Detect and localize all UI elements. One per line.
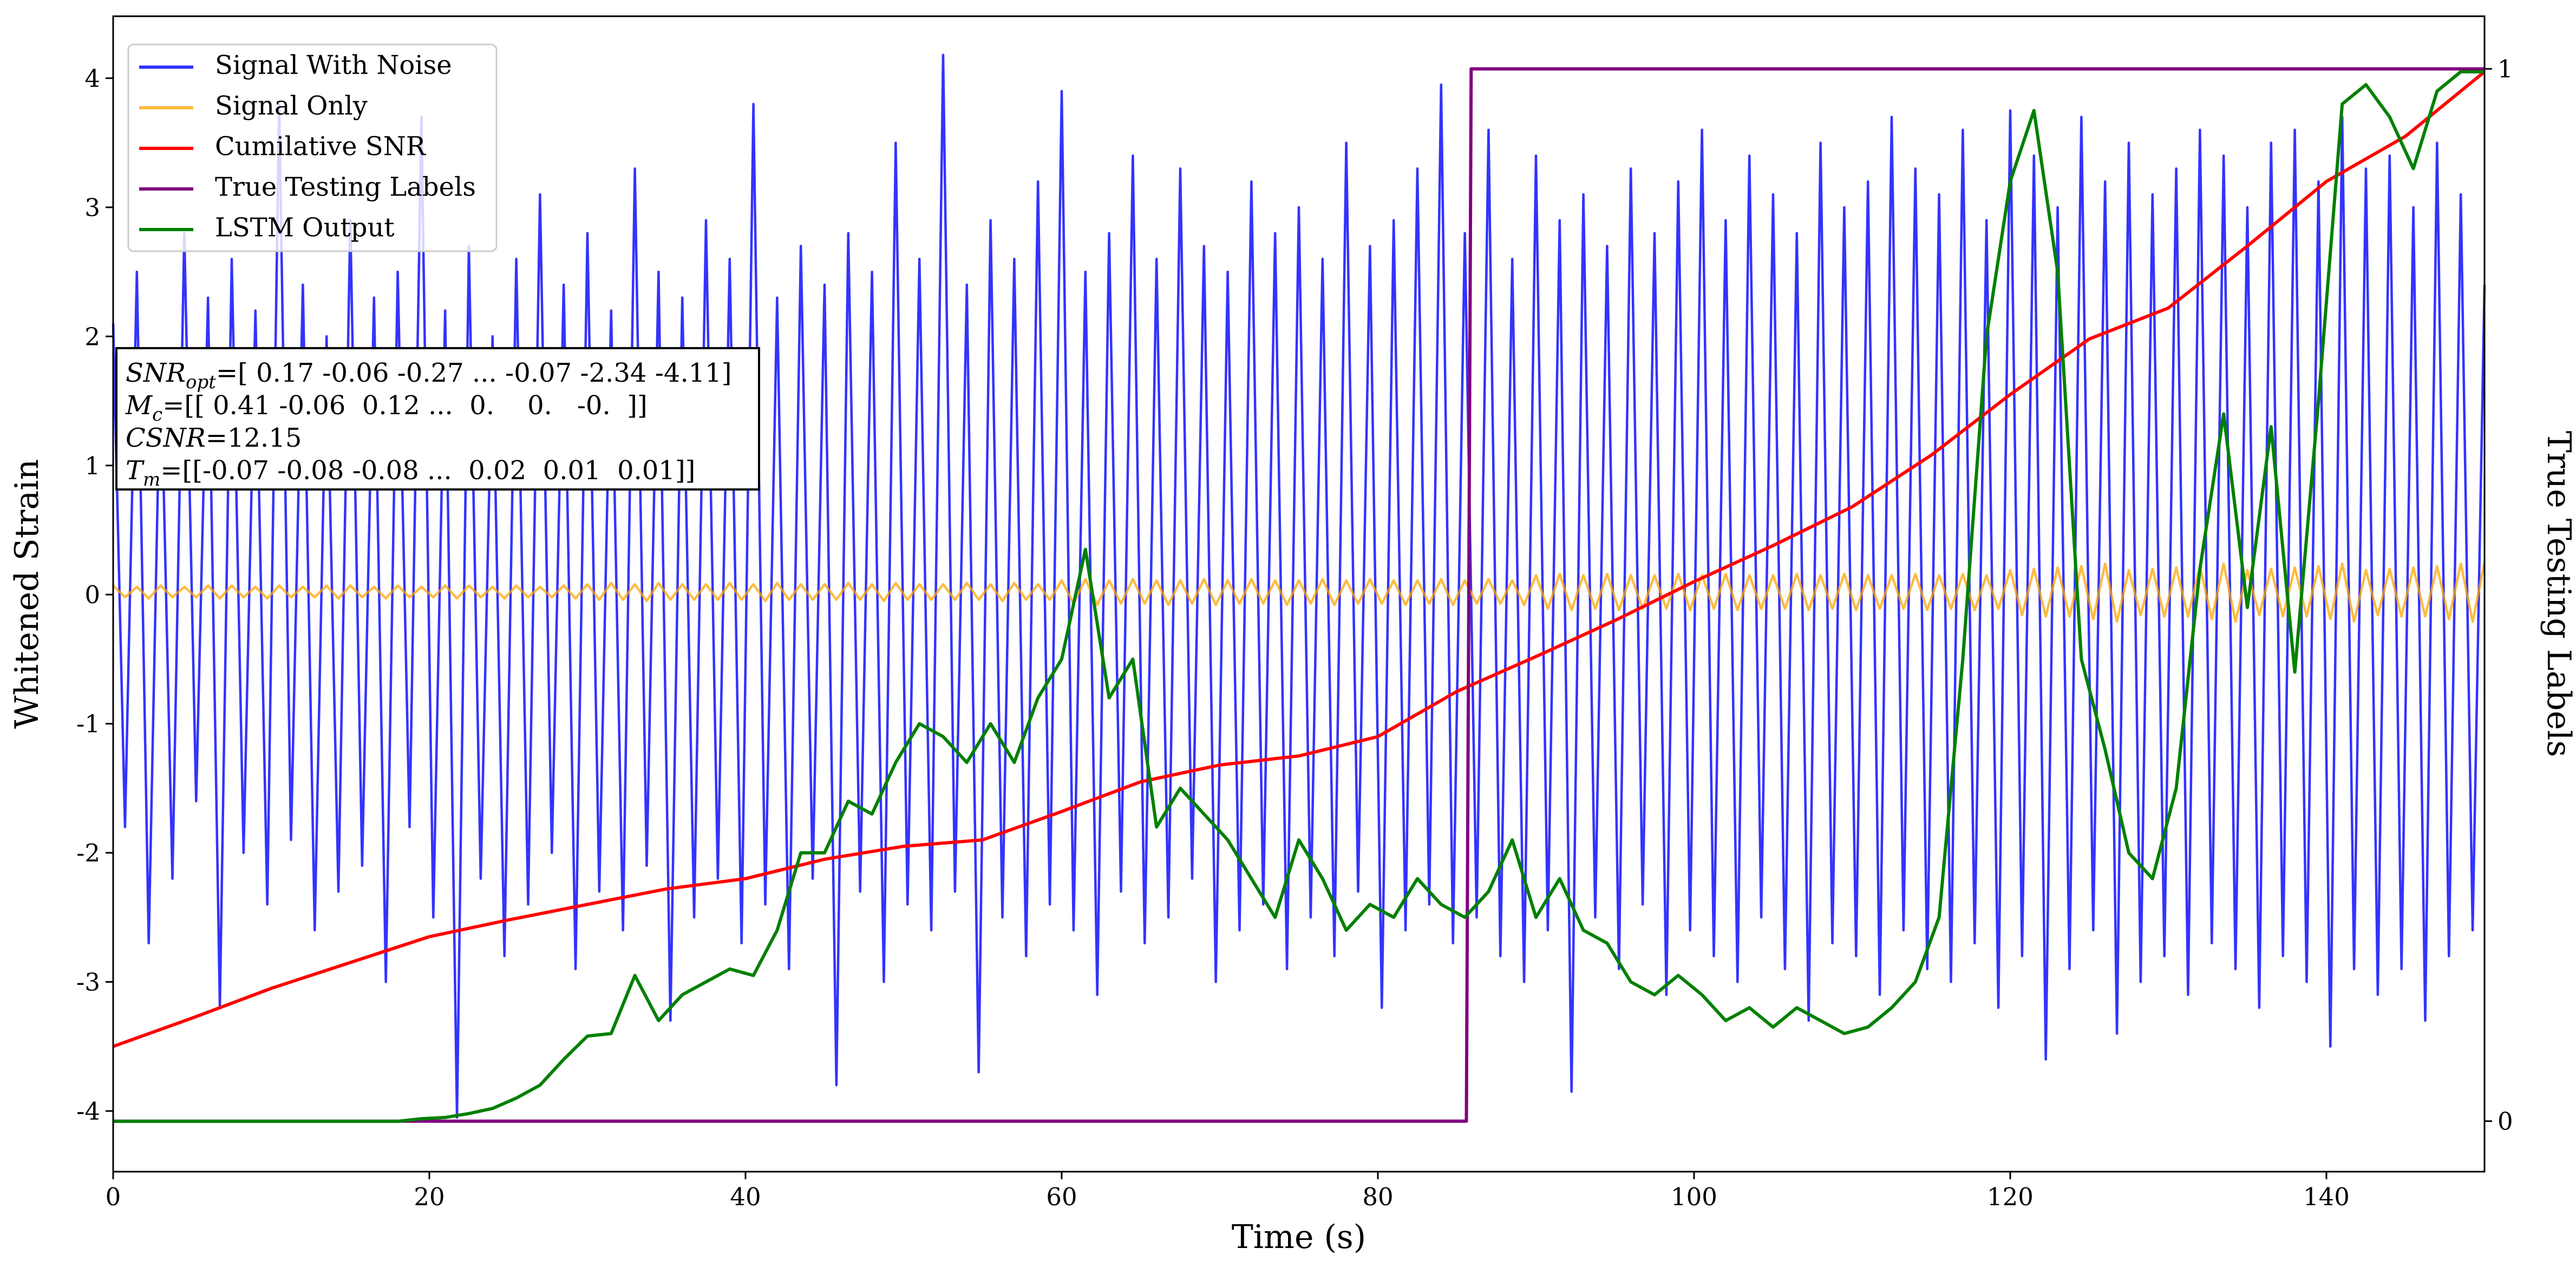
annotation-text: =[ 0.17 -0.06 -0.27 ... -0.07 -2.34 -4.1… (216, 358, 732, 388)
annotation-subscript: c (152, 404, 162, 426)
annotation-symbol: M (125, 390, 153, 421)
annotation-symbol: SNR (126, 358, 186, 388)
annotation-line: Tm=[[-0.07 -0.08 -0.08 ... 0.02 0.01 0.0… (126, 455, 695, 491)
legend-label: Cumilative SNR (215, 132, 427, 162)
y-tick-label: -3 (76, 968, 100, 996)
series-line (113, 67, 2485, 1123)
y2-tick-label: 0 (2497, 1107, 2513, 1136)
legend-label: LSTM Output (215, 213, 395, 243)
series-line (112, 54, 2486, 1119)
legend-box (127, 43, 498, 252)
annotation-text: =[[-0.07 -0.08 -0.08 ... 0.02 0.01 0.01]… (160, 455, 695, 486)
y-tick-label: 1 (84, 452, 100, 480)
annotation-frame (115, 347, 760, 491)
legend-label: Signal With Noise (215, 50, 452, 81)
annotation-line: SNRopt=[ 0.17 -0.06 -0.27 ... -0.07 -2.3… (126, 358, 732, 393)
y-tick-label: -1 (76, 710, 100, 739)
y-tick-label: 2 (84, 322, 100, 351)
y-tick-label: 4 (84, 64, 100, 93)
series-line (113, 70, 2485, 1123)
legend: Signal With Noise Signal Only Cumilative S… (127, 43, 498, 252)
x-tick-label: 60 (1046, 1182, 1077, 1211)
annotation-symbol: T (126, 455, 145, 486)
annotation-subscript: opt (186, 371, 216, 393)
series-line (112, 562, 2486, 623)
x-axis-label: Time (s) (1232, 1218, 1366, 1256)
annotation-symbol: CSNR (126, 423, 206, 453)
y-tick-label: 3 (84, 193, 100, 222)
y-tick-label: 0 (84, 580, 100, 609)
x-tick-label: 140 (2303, 1182, 2350, 1211)
annotation-box: SNRopt=[ 0.17 -0.06 -0.27 ... -0.07 -2.3… (115, 347, 760, 491)
x-tick-label: 20 (414, 1182, 444, 1211)
annotation-subscript: m (143, 469, 160, 491)
y2-tick-label: 1 (2497, 55, 2513, 83)
x-tick-label: 40 (730, 1182, 761, 1211)
series-line (112, 70, 2486, 1048)
x-tick-label: 120 (1987, 1182, 2034, 1211)
y-axis-label: Whitened Strain (8, 459, 46, 729)
annotation-line: CSNR=12.15 (126, 423, 302, 453)
annotation-text: =12.15 (206, 423, 302, 453)
y-tick-label: -2 (76, 839, 100, 867)
legend-label: True Testing Labels (215, 172, 476, 202)
x-tick-label: 100 (1671, 1182, 1717, 1211)
x-tick-label: 80 (1362, 1182, 1393, 1211)
legend-label: Signal Only (215, 91, 368, 121)
annotation-text: =[[ 0.41 -0.06 0.12 ... 0. 0. -0. ]] (162, 390, 647, 421)
y-tick-label: -4 (76, 1097, 100, 1126)
x-tick-label: 0 (106, 1182, 121, 1211)
plot-area (112, 54, 2486, 1123)
y2-axis-label: True Testing Labels (2540, 431, 2576, 757)
annotation-line: Mc=[[ 0.41 -0.06 0.12 ... 0. 0. -0. ]] (125, 390, 648, 426)
